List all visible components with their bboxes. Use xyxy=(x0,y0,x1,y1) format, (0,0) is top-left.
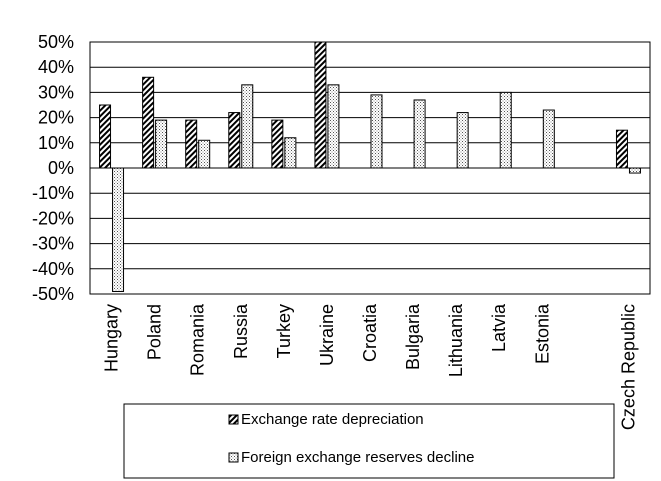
bar-reserves-decline xyxy=(456,112,469,169)
x-tick-label: Croatia xyxy=(360,303,380,362)
y-tick-label: -50% xyxy=(32,284,74,304)
bar-reserves-decline xyxy=(499,91,512,169)
bar-reserves-decline xyxy=(198,139,211,169)
legend-label-reserves: Foreign exchange reserves decline xyxy=(241,449,474,466)
legend-swatch-reserves xyxy=(228,452,239,463)
bar-exchange-rate-depreciation xyxy=(142,76,155,169)
legend: Exchange rate depreciation Foreign excha… xyxy=(123,403,615,479)
x-tick-label: Hungary xyxy=(102,304,122,372)
bar-exchange-rate-depreciation xyxy=(99,104,112,169)
bar-exchange-rate-depreciation xyxy=(185,119,198,169)
bar-exchange-rate-depreciation xyxy=(314,41,327,169)
x-tick-label: Czech Republic xyxy=(618,304,638,430)
bar-reserves-decline xyxy=(241,84,254,169)
y-tick-label: -40% xyxy=(32,259,74,279)
bar-exchange-rate-depreciation xyxy=(228,112,241,169)
bar-reserves-decline xyxy=(155,119,168,169)
y-tick-label: 40% xyxy=(38,57,74,77)
y-tick-label: 20% xyxy=(38,108,74,128)
legend-label-depreciation: Exchange rate depreciation xyxy=(241,411,424,428)
y-tick-label: -10% xyxy=(32,183,74,203)
x-tick-label: Latvia xyxy=(489,303,509,352)
bar-reserves-decline xyxy=(628,167,641,174)
x-tick-label: Ukraine xyxy=(317,304,337,366)
y-tick-label: -20% xyxy=(32,208,74,228)
bar-reserves-decline xyxy=(370,94,383,169)
x-tick-label: Romania xyxy=(188,303,208,376)
bar-exchange-rate-depreciation xyxy=(615,129,628,169)
y-tick-label: -30% xyxy=(32,234,74,254)
y-tick-label: 0% xyxy=(48,158,74,178)
bar-reserves-decline xyxy=(112,167,125,292)
bar-reserves-decline xyxy=(542,109,555,169)
y-tick-label: 50% xyxy=(38,32,74,52)
x-tick-label: Bulgaria xyxy=(403,303,423,370)
bar-exchange-rate-depreciation xyxy=(271,119,284,169)
legend-swatch-depreciation xyxy=(228,414,239,425)
x-tick-label: Turkey xyxy=(274,304,294,358)
bar-reserves-decline xyxy=(413,99,426,169)
legend-box xyxy=(123,403,615,479)
x-tick-label: Lithuania xyxy=(446,303,466,377)
y-tick-label: 30% xyxy=(38,82,74,102)
bar-reserves-decline xyxy=(327,84,340,169)
bar-reserves-decline xyxy=(284,137,297,169)
x-tick-label: Russia xyxy=(231,303,251,359)
y-tick-label: 10% xyxy=(38,133,74,153)
x-tick-label: Estonia xyxy=(532,303,552,364)
x-tick-label: Poland xyxy=(145,304,165,360)
